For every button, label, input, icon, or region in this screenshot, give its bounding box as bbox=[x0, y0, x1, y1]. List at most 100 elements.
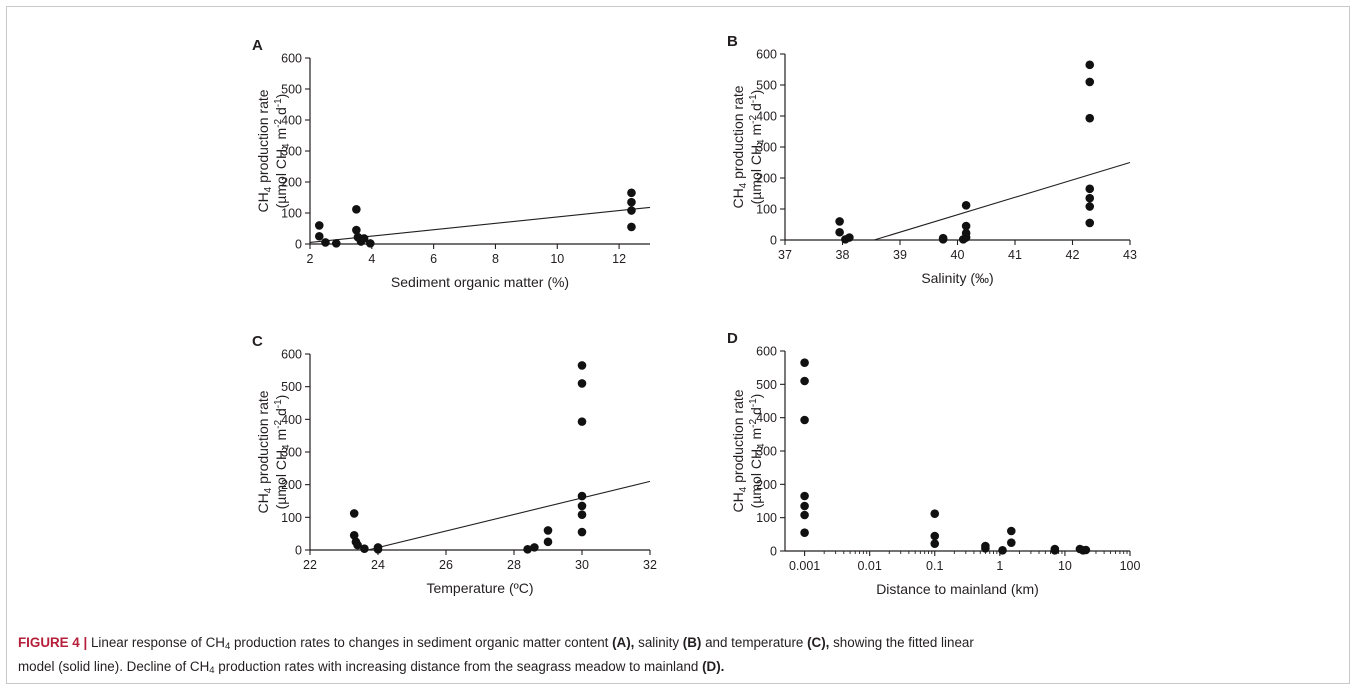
data-point bbox=[577, 501, 587, 511]
data-point bbox=[321, 238, 330, 247]
data-point bbox=[577, 527, 587, 537]
data-point bbox=[577, 379, 587, 388]
fitted-line bbox=[873, 161, 1131, 241]
caption-text: showing the fitted linear bbox=[829, 635, 974, 650]
data-point bbox=[1085, 218, 1095, 228]
caption-subscript: 4 bbox=[224, 641, 231, 652]
data-point bbox=[349, 531, 359, 540]
x-tick-label: 24 bbox=[371, 558, 385, 572]
caption-text: and temperature bbox=[701, 635, 808, 650]
data-point bbox=[373, 545, 383, 554]
data-point bbox=[352, 204, 361, 214]
y-tick-label: 0 bbox=[295, 238, 302, 252]
y-tick-label: 100 bbox=[756, 203, 777, 217]
x-tick-label: 40 bbox=[951, 248, 965, 262]
x-tick-label: 32 bbox=[643, 558, 657, 572]
y-tick-label: 400 bbox=[281, 413, 302, 427]
y-tick-label: 200 bbox=[756, 172, 777, 186]
data-point bbox=[938, 233, 948, 243]
data-point bbox=[998, 546, 1007, 555]
data-point bbox=[314, 221, 324, 230]
data-point bbox=[845, 233, 854, 242]
caption-text: salinity bbox=[634, 635, 683, 650]
y-tick-label: 200 bbox=[281, 176, 302, 190]
data-point bbox=[958, 235, 968, 244]
x-tick-label: 22 bbox=[303, 558, 317, 572]
x-tick-label: 0.01 bbox=[858, 559, 882, 573]
data-point bbox=[349, 509, 359, 518]
data-point bbox=[800, 491, 809, 501]
caption-panel-ref: (B) bbox=[682, 635, 702, 650]
x-axis-label: Distance to mainland (km) bbox=[876, 581, 1039, 597]
data-point bbox=[1085, 202, 1095, 211]
data-point bbox=[800, 501, 809, 511]
data-point bbox=[543, 526, 553, 535]
x-tick-label: 2 bbox=[307, 252, 314, 266]
caption-text: model (solid line). Decline of CH bbox=[18, 659, 210, 674]
y-axis-label-line-2: (µmol CH4​ m-2​ d-1​) bbox=[273, 94, 292, 209]
y-tick-label: 300 bbox=[756, 445, 777, 459]
y-tick-label: 600 bbox=[281, 52, 302, 66]
x-tick-label: 12 bbox=[612, 252, 626, 266]
caption-text: Linear response of CH bbox=[87, 635, 225, 650]
y-tick-label: 500 bbox=[281, 83, 302, 97]
x-tick-label: 6 bbox=[430, 252, 437, 266]
y-tick-label: 100 bbox=[756, 511, 777, 525]
y-tick-label: 400 bbox=[281, 114, 302, 128]
data-point bbox=[331, 239, 341, 248]
data-point bbox=[1085, 113, 1095, 123]
data-point bbox=[1050, 546, 1060, 555]
y-tick-label: 100 bbox=[281, 511, 302, 525]
y-tick-label: 500 bbox=[756, 79, 777, 93]
y-axis-label-line-1: CH4​ production rate bbox=[255, 89, 274, 212]
panel-d: D 0 100 200 300 400 500 600 0.001 0.01 0.1 1 10 100 Di… bbox=[727, 330, 1140, 597]
x-tick-label: 10 bbox=[1058, 559, 1072, 573]
x-tick-label: 38 bbox=[836, 248, 850, 262]
y-tick-label: 100 bbox=[281, 207, 302, 221]
y-tick-label: 600 bbox=[756, 48, 777, 62]
y-tick-label: 300 bbox=[756, 141, 777, 155]
data-point bbox=[523, 545, 532, 554]
x-tick-label: 1 bbox=[996, 559, 1003, 573]
panel-letter: C bbox=[252, 333, 263, 350]
data-point bbox=[627, 197, 636, 207]
y-axis-label-line-2: (µmol CH4​ m-2​ d-1​) bbox=[748, 394, 767, 509]
data-point bbox=[577, 417, 587, 426]
x-tick-label: 28 bbox=[507, 558, 521, 572]
x-axis-label: Temperature (ºC) bbox=[426, 580, 533, 596]
y-tick-label: 500 bbox=[756, 378, 777, 392]
panel-letter: B bbox=[727, 33, 738, 50]
caption-subscript: 4 bbox=[209, 665, 215, 676]
x-tick-label: 100 bbox=[1120, 559, 1141, 573]
data-point bbox=[627, 188, 636, 198]
data-point bbox=[360, 544, 369, 553]
figure-caption: FIGURE 4 | Linear response of CH4 produc… bbox=[18, 633, 1338, 681]
data-point bbox=[1081, 545, 1091, 555]
data-point bbox=[314, 231, 324, 241]
caption-panel-ref: (C), bbox=[807, 635, 830, 650]
y-tick-label: 200 bbox=[756, 478, 777, 492]
panel-b: B 0 100 200 300 400 500 600 37 38 39 40 41 42 43 Salini… bbox=[727, 33, 1137, 286]
caption-panel-ref: (A), bbox=[612, 635, 635, 650]
y-tick-label: 600 bbox=[281, 348, 302, 362]
data-point bbox=[627, 222, 636, 232]
y-tick-label: 400 bbox=[756, 110, 777, 124]
caption-text: production rates with increasing distanc… bbox=[214, 659, 703, 674]
y-tick-label: 0 bbox=[770, 234, 777, 248]
data-point bbox=[981, 544, 990, 553]
data-point bbox=[577, 510, 587, 520]
y-tick-label: 500 bbox=[281, 380, 302, 394]
data-point bbox=[930, 531, 940, 541]
panel-a: A 0 100 200 300 400 500 600 2 4 6 8 10 12 Sediment org… bbox=[252, 37, 651, 290]
data-point bbox=[1085, 193, 1095, 203]
y-axis-label-line-1: CH4​ production rate bbox=[255, 390, 274, 513]
data-point bbox=[543, 537, 553, 547]
panel-letter: D bbox=[727, 330, 738, 347]
data-point bbox=[835, 227, 844, 237]
figure-frame bbox=[6, 6, 1350, 684]
data-point bbox=[353, 540, 362, 550]
y-axis-label-line-2: (µmol CH4​ m-2​ d-1​) bbox=[273, 395, 292, 510]
x-tick-label: 41 bbox=[1008, 248, 1022, 262]
data-point bbox=[577, 491, 587, 501]
y-tick-label: 0 bbox=[295, 544, 302, 558]
